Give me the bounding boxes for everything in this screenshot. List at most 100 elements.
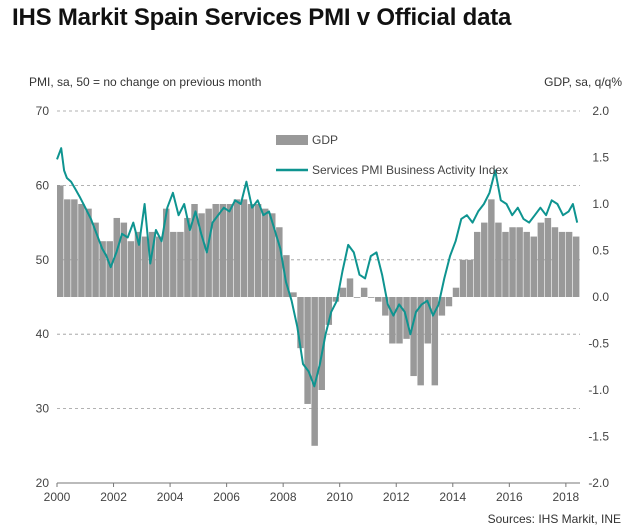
gdp-bar bbox=[85, 208, 92, 297]
y-right-tick-label: -2.0 bbox=[588, 476, 609, 490]
y-left-tick-label: 40 bbox=[36, 327, 50, 341]
gdp-bar bbox=[304, 297, 311, 404]
gdp-bar bbox=[205, 208, 212, 297]
gdp-bar bbox=[64, 199, 71, 297]
y-left-tick-label: 30 bbox=[36, 402, 50, 416]
gdp-bar bbox=[297, 297, 304, 349]
gdp-bar bbox=[445, 297, 453, 307]
gdp-bar bbox=[410, 297, 417, 377]
y-right-tick-label: 1.5 bbox=[592, 151, 609, 165]
gdp-bar bbox=[226, 204, 234, 297]
gdp-bar bbox=[572, 236, 580, 297]
gdp-bar bbox=[170, 231, 177, 297]
x-tick-label: 2004 bbox=[157, 490, 184, 504]
left-axis-label: PMI, sa, 50 = no change on previous mont… bbox=[29, 75, 262, 89]
y-right-tick-label: -0.5 bbox=[588, 337, 609, 351]
gdp-bar bbox=[240, 199, 248, 297]
gdp-bar bbox=[346, 278, 354, 297]
gdp-bar bbox=[106, 241, 113, 297]
legend-gdp-swatch bbox=[276, 135, 308, 145]
gdp-bar bbox=[290, 292, 297, 297]
gdp-bar bbox=[233, 199, 241, 297]
gdp-bar bbox=[198, 213, 205, 297]
gdp-bar bbox=[509, 227, 516, 297]
x-tick-label: 2014 bbox=[439, 490, 466, 504]
y-right-tick-label: 0.5 bbox=[592, 244, 609, 258]
gdp-bar bbox=[495, 222, 502, 297]
gdp-bar bbox=[558, 231, 566, 297]
gdp-bar bbox=[466, 259, 474, 297]
y-right-tick-label: -1.5 bbox=[588, 430, 609, 444]
gdp-bar bbox=[530, 236, 537, 297]
gdp-bar bbox=[212, 204, 219, 297]
gdp-bar bbox=[325, 297, 333, 325]
gdp-bar bbox=[488, 199, 495, 297]
y-left-tick-label: 50 bbox=[36, 253, 50, 267]
gdp-bar bbox=[353, 297, 361, 298]
x-tick-label: 2000 bbox=[44, 490, 71, 504]
gdp-bar bbox=[254, 204, 262, 297]
gdp-bar bbox=[113, 217, 121, 297]
x-tick-label: 2018 bbox=[553, 490, 580, 504]
gdp-bar bbox=[396, 297, 403, 344]
gdp-bar bbox=[481, 222, 488, 297]
gdp-bar bbox=[57, 185, 64, 297]
x-tick-label: 2006 bbox=[213, 490, 240, 504]
gdp-bar bbox=[431, 297, 439, 386]
y-left-tick-label: 70 bbox=[36, 104, 50, 118]
gdp-bar bbox=[311, 297, 318, 446]
gdp-bar bbox=[360, 287, 368, 297]
gdp-bar bbox=[389, 297, 396, 344]
gdp-bar bbox=[523, 231, 530, 297]
gdp-bar bbox=[134, 231, 142, 297]
x-tick-label: 2008 bbox=[270, 490, 297, 504]
pmi-line bbox=[56, 147, 579, 388]
gdp-bar bbox=[367, 297, 375, 298]
gdp-bar bbox=[339, 287, 347, 297]
gdp-bar bbox=[191, 204, 198, 297]
gdp-bar bbox=[127, 241, 135, 297]
gdp-bar bbox=[141, 236, 149, 297]
y-left-tick-label: 60 bbox=[36, 178, 50, 192]
x-tick-label: 2012 bbox=[383, 490, 410, 504]
gdp-bar bbox=[417, 297, 424, 386]
y-left-tick-label: 20 bbox=[36, 476, 50, 490]
gdp-bar bbox=[120, 222, 128, 297]
gdp-bar bbox=[269, 213, 276, 297]
gdp-bar bbox=[99, 241, 106, 297]
legend-pmi-label: Services PMI Business Activity Index bbox=[312, 163, 508, 177]
source-note: Sources: IHS Markit, INE bbox=[487, 512, 621, 526]
gdp-bar bbox=[382, 297, 389, 316]
gdp-bar bbox=[261, 208, 269, 297]
gdp-bar bbox=[537, 222, 545, 297]
legend-gdp-label: GDP bbox=[312, 133, 338, 147]
gdp-bar bbox=[247, 204, 255, 297]
y-right-tick-label: 1.0 bbox=[592, 197, 609, 211]
gdp-bar bbox=[78, 204, 85, 297]
right-axis-label: GDP, sa, q/q% bbox=[544, 75, 622, 89]
gdp-bar bbox=[438, 297, 446, 316]
gdp-bar bbox=[502, 231, 509, 297]
x-tick-label: 2010 bbox=[326, 490, 353, 504]
gdp-bar bbox=[148, 231, 156, 297]
gdp-bar bbox=[516, 227, 523, 297]
gdp-bar bbox=[318, 297, 325, 390]
gdp-bar bbox=[375, 297, 382, 302]
gdp-bar bbox=[184, 217, 191, 297]
gdp-bar bbox=[452, 287, 460, 297]
gdp-bar bbox=[177, 231, 184, 297]
gdp-bar bbox=[71, 199, 78, 297]
chart-title: IHS Markit Spain Services PMI v Official… bbox=[12, 4, 512, 31]
gdp-bar bbox=[424, 297, 431, 344]
gdp-bar bbox=[473, 231, 481, 297]
gdp-bar bbox=[92, 222, 99, 297]
gdp-bar bbox=[544, 217, 552, 297]
gdp-bar bbox=[219, 204, 227, 297]
y-right-tick-label: 2.0 bbox=[592, 104, 609, 118]
gdp-bar bbox=[551, 227, 559, 297]
x-tick-label: 2002 bbox=[100, 490, 127, 504]
gdp-bar bbox=[565, 231, 573, 297]
y-right-tick-label: -1.0 bbox=[588, 383, 609, 397]
y-right-tick-label: 0.0 bbox=[592, 290, 609, 304]
